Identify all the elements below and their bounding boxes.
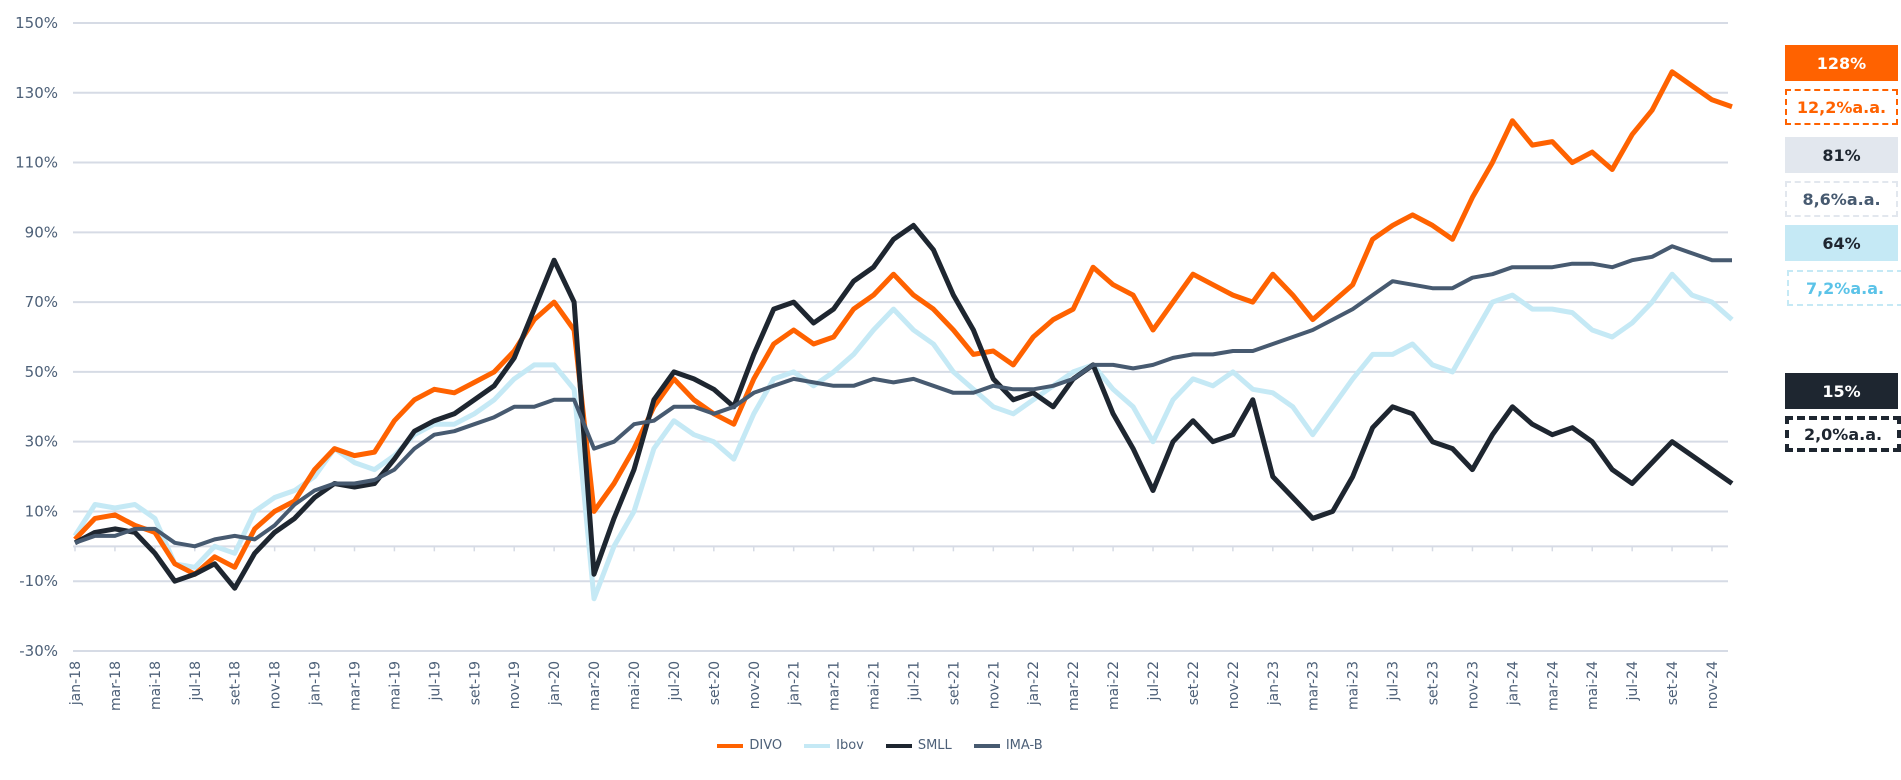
- x-tick-label: nov-18: [268, 661, 284, 709]
- x-tick-label: jan-20: [547, 661, 563, 706]
- x-tick-label: jan-23: [1266, 661, 1282, 706]
- x-tick-label: nov-23: [1465, 661, 1481, 709]
- x-tick-label: mar-18: [108, 661, 124, 711]
- x-tick-label: mai-24: [1585, 661, 1601, 710]
- x-tick-label: mar-24: [1545, 661, 1561, 711]
- x-tick-label: set-24: [1665, 661, 1681, 705]
- x-tick-label: jan-24: [1505, 661, 1521, 706]
- x-tick-label: mai-21: [867, 661, 883, 710]
- y-axis-ticks: 150% 130% 110% 90% 70% 50% 30% 10% -10% -30%: [15, 14, 58, 660]
- x-tick-label: mar-23: [1306, 661, 1322, 711]
- x-tick-label: jul-22: [1146, 661, 1162, 702]
- series-lines: [72, 69, 1734, 602]
- x-tick-label: nov-19: [507, 661, 523, 709]
- y-tick-label: 110%: [15, 154, 58, 172]
- y-tick-label: 130%: [15, 84, 58, 102]
- y-tick-label: 10%: [25, 502, 58, 520]
- y-tick-label: 30%: [25, 433, 58, 451]
- annual-return-box: 7,2%a.a.: [1787, 270, 1901, 306]
- x-tick-label: set-19: [467, 661, 483, 705]
- x-tick-label: mai-19: [387, 661, 403, 710]
- x-tick-label: mai-20: [627, 661, 643, 710]
- annual-return-box: 2,0%a.a.: [1785, 416, 1901, 452]
- annual-return-box: 12,2%a.a.: [1785, 89, 1898, 125]
- legend-label: IMA-B: [1005, 738, 1043, 753]
- x-tick-label: jul-18: [188, 661, 204, 702]
- x-tick-label: jan-19: [308, 661, 324, 706]
- legend-swatch: [804, 743, 831, 748]
- legend-item: Ibov: [804, 738, 864, 753]
- y-tick-label: 90%: [25, 223, 58, 241]
- legend: DIVO Ibov SMLL IMA-B: [0, 738, 1760, 753]
- total-return-box: 15%: [1785, 373, 1898, 409]
- x-tick-label: mar-19: [347, 661, 363, 711]
- series-line-ibov: [72, 271, 1734, 602]
- y-tick-label: 70%: [25, 293, 58, 311]
- x-tick-label: set-23: [1426, 661, 1442, 705]
- x-tick-label: jan-21: [787, 661, 803, 706]
- y-tick-label: 50%: [25, 363, 58, 381]
- legend-label: SMLL: [917, 738, 952, 753]
- x-tick-label: mar-22: [1066, 661, 1082, 711]
- x-tick-label: jul-24: [1625, 661, 1641, 702]
- series-line-imab: [74, 244, 1732, 549]
- gridlines: [73, 22, 1728, 652]
- x-tick-label: jul-20: [667, 661, 683, 702]
- x-tick-label: jul-21: [906, 661, 922, 702]
- x-axis: jan-18 mar-18 mai-18 jul-18 set-18 nov-18 jan-…: [68, 545, 1728, 711]
- legend-label: DIVO: [749, 738, 783, 753]
- x-tick-label: jul-19: [427, 661, 443, 702]
- legend-item: DIVO: [717, 738, 782, 753]
- legend-item: IMA-B: [973, 738, 1043, 753]
- legend-swatch: [973, 743, 1000, 748]
- y-tick-label: -30%: [19, 642, 58, 660]
- legend-swatch: [717, 743, 744, 748]
- x-tick-label: mar-20: [587, 661, 603, 711]
- x-tick-label: nov-20: [747, 661, 763, 709]
- series-line-smll: [73, 222, 1734, 591]
- y-tick-label: 150%: [15, 14, 58, 32]
- series-line-divo: [73, 69, 1733, 577]
- x-tick-label: jul-23: [1386, 661, 1402, 702]
- x-tick-label: set-20: [707, 661, 723, 705]
- x-tick-label: mai-22: [1106, 661, 1122, 710]
- x-tick-label: mar-21: [827, 661, 843, 711]
- x-tick-label: jan-22: [1026, 661, 1042, 706]
- x-tick-label: set-22: [1186, 661, 1202, 705]
- x-tick-label: nov-21: [986, 661, 1002, 709]
- total-return-box: 64%: [1785, 225, 1898, 261]
- x-tick-label: set-21: [946, 661, 962, 705]
- y-tick-label: -10%: [19, 572, 58, 590]
- x-tick-label: jan-18: [68, 661, 84, 706]
- legend-label: Ibov: [836, 738, 864, 753]
- total-return-box: 81%: [1785, 137, 1898, 173]
- legend-swatch: [885, 743, 912, 748]
- total-return-box: 128%: [1785, 45, 1898, 81]
- legend-item: SMLL: [885, 738, 952, 753]
- x-tick-label: set-18: [228, 661, 244, 705]
- x-tick-label: nov-22: [1226, 661, 1242, 709]
- x-tick-label: nov-24: [1705, 661, 1721, 709]
- x-tick-label: mai-23: [1346, 661, 1362, 710]
- x-tick-label: mai-18: [148, 661, 164, 710]
- annual-return-box: 8,6%a.a.: [1785, 181, 1898, 217]
